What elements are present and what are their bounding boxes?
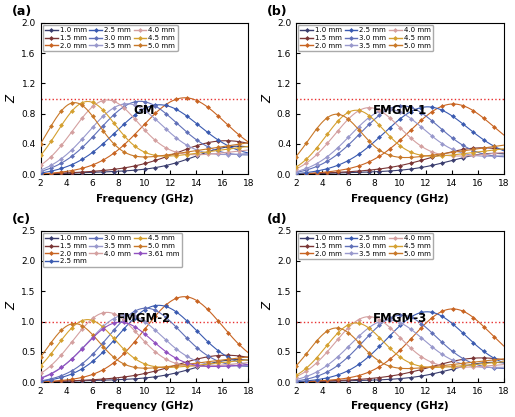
- X-axis label: Frequency (GHz): Frequency (GHz): [96, 193, 193, 203]
- X-axis label: Frequency (GHz): Frequency (GHz): [351, 402, 449, 412]
- Text: FMGM-3: FMGM-3: [373, 312, 427, 325]
- Text: (c): (c): [11, 213, 30, 226]
- Legend: 1.0 mm, 1.5 mm, 2.0 mm, 2.5 mm, 3.0 mm, 3.5 mm, 4.0 mm, 4.5 mm, 5.0 mm: 1.0 mm, 1.5 mm, 2.0 mm, 2.5 mm, 3.0 mm, …: [298, 233, 433, 259]
- Y-axis label: Z: Z: [261, 302, 274, 310]
- Legend: 1.0 mm, 1.5 mm, 2.0 mm, 2.5 mm, 3.0 mm, 3.5 mm, 4.0 mm, 4.5 mm, 5.0 mm, 3.61 mm: 1.0 mm, 1.5 mm, 2.0 mm, 2.5 mm, 3.0 mm, …: [43, 233, 182, 267]
- Text: FMGM-2: FMGM-2: [117, 312, 171, 325]
- Legend: 1.0 mm, 1.5 mm, 2.0 mm, 2.5 mm, 3.0 mm, 3.5 mm, 4.0 mm, 4.5 mm, 5.0 mm: 1.0 mm, 1.5 mm, 2.0 mm, 2.5 mm, 3.0 mm, …: [298, 25, 433, 51]
- Text: (d): (d): [267, 213, 287, 226]
- X-axis label: Frequency (GHz): Frequency (GHz): [96, 402, 193, 412]
- Text: (b): (b): [267, 5, 287, 18]
- Y-axis label: Z: Z: [6, 95, 19, 103]
- Text: GM: GM: [134, 104, 155, 117]
- Legend: 1.0 mm, 1.5 mm, 2.0 mm, 2.5 mm, 3.0 mm, 3.5 mm, 4.0 mm, 4.5 mm, 5.0 mm: 1.0 mm, 1.5 mm, 2.0 mm, 2.5 mm, 3.0 mm, …: [43, 25, 178, 51]
- Text: FMGM-1: FMGM-1: [373, 104, 427, 117]
- Text: (a): (a): [11, 5, 32, 18]
- Y-axis label: Z: Z: [6, 302, 19, 310]
- X-axis label: Frequency (GHz): Frequency (GHz): [351, 193, 449, 203]
- Y-axis label: Z: Z: [261, 95, 274, 103]
